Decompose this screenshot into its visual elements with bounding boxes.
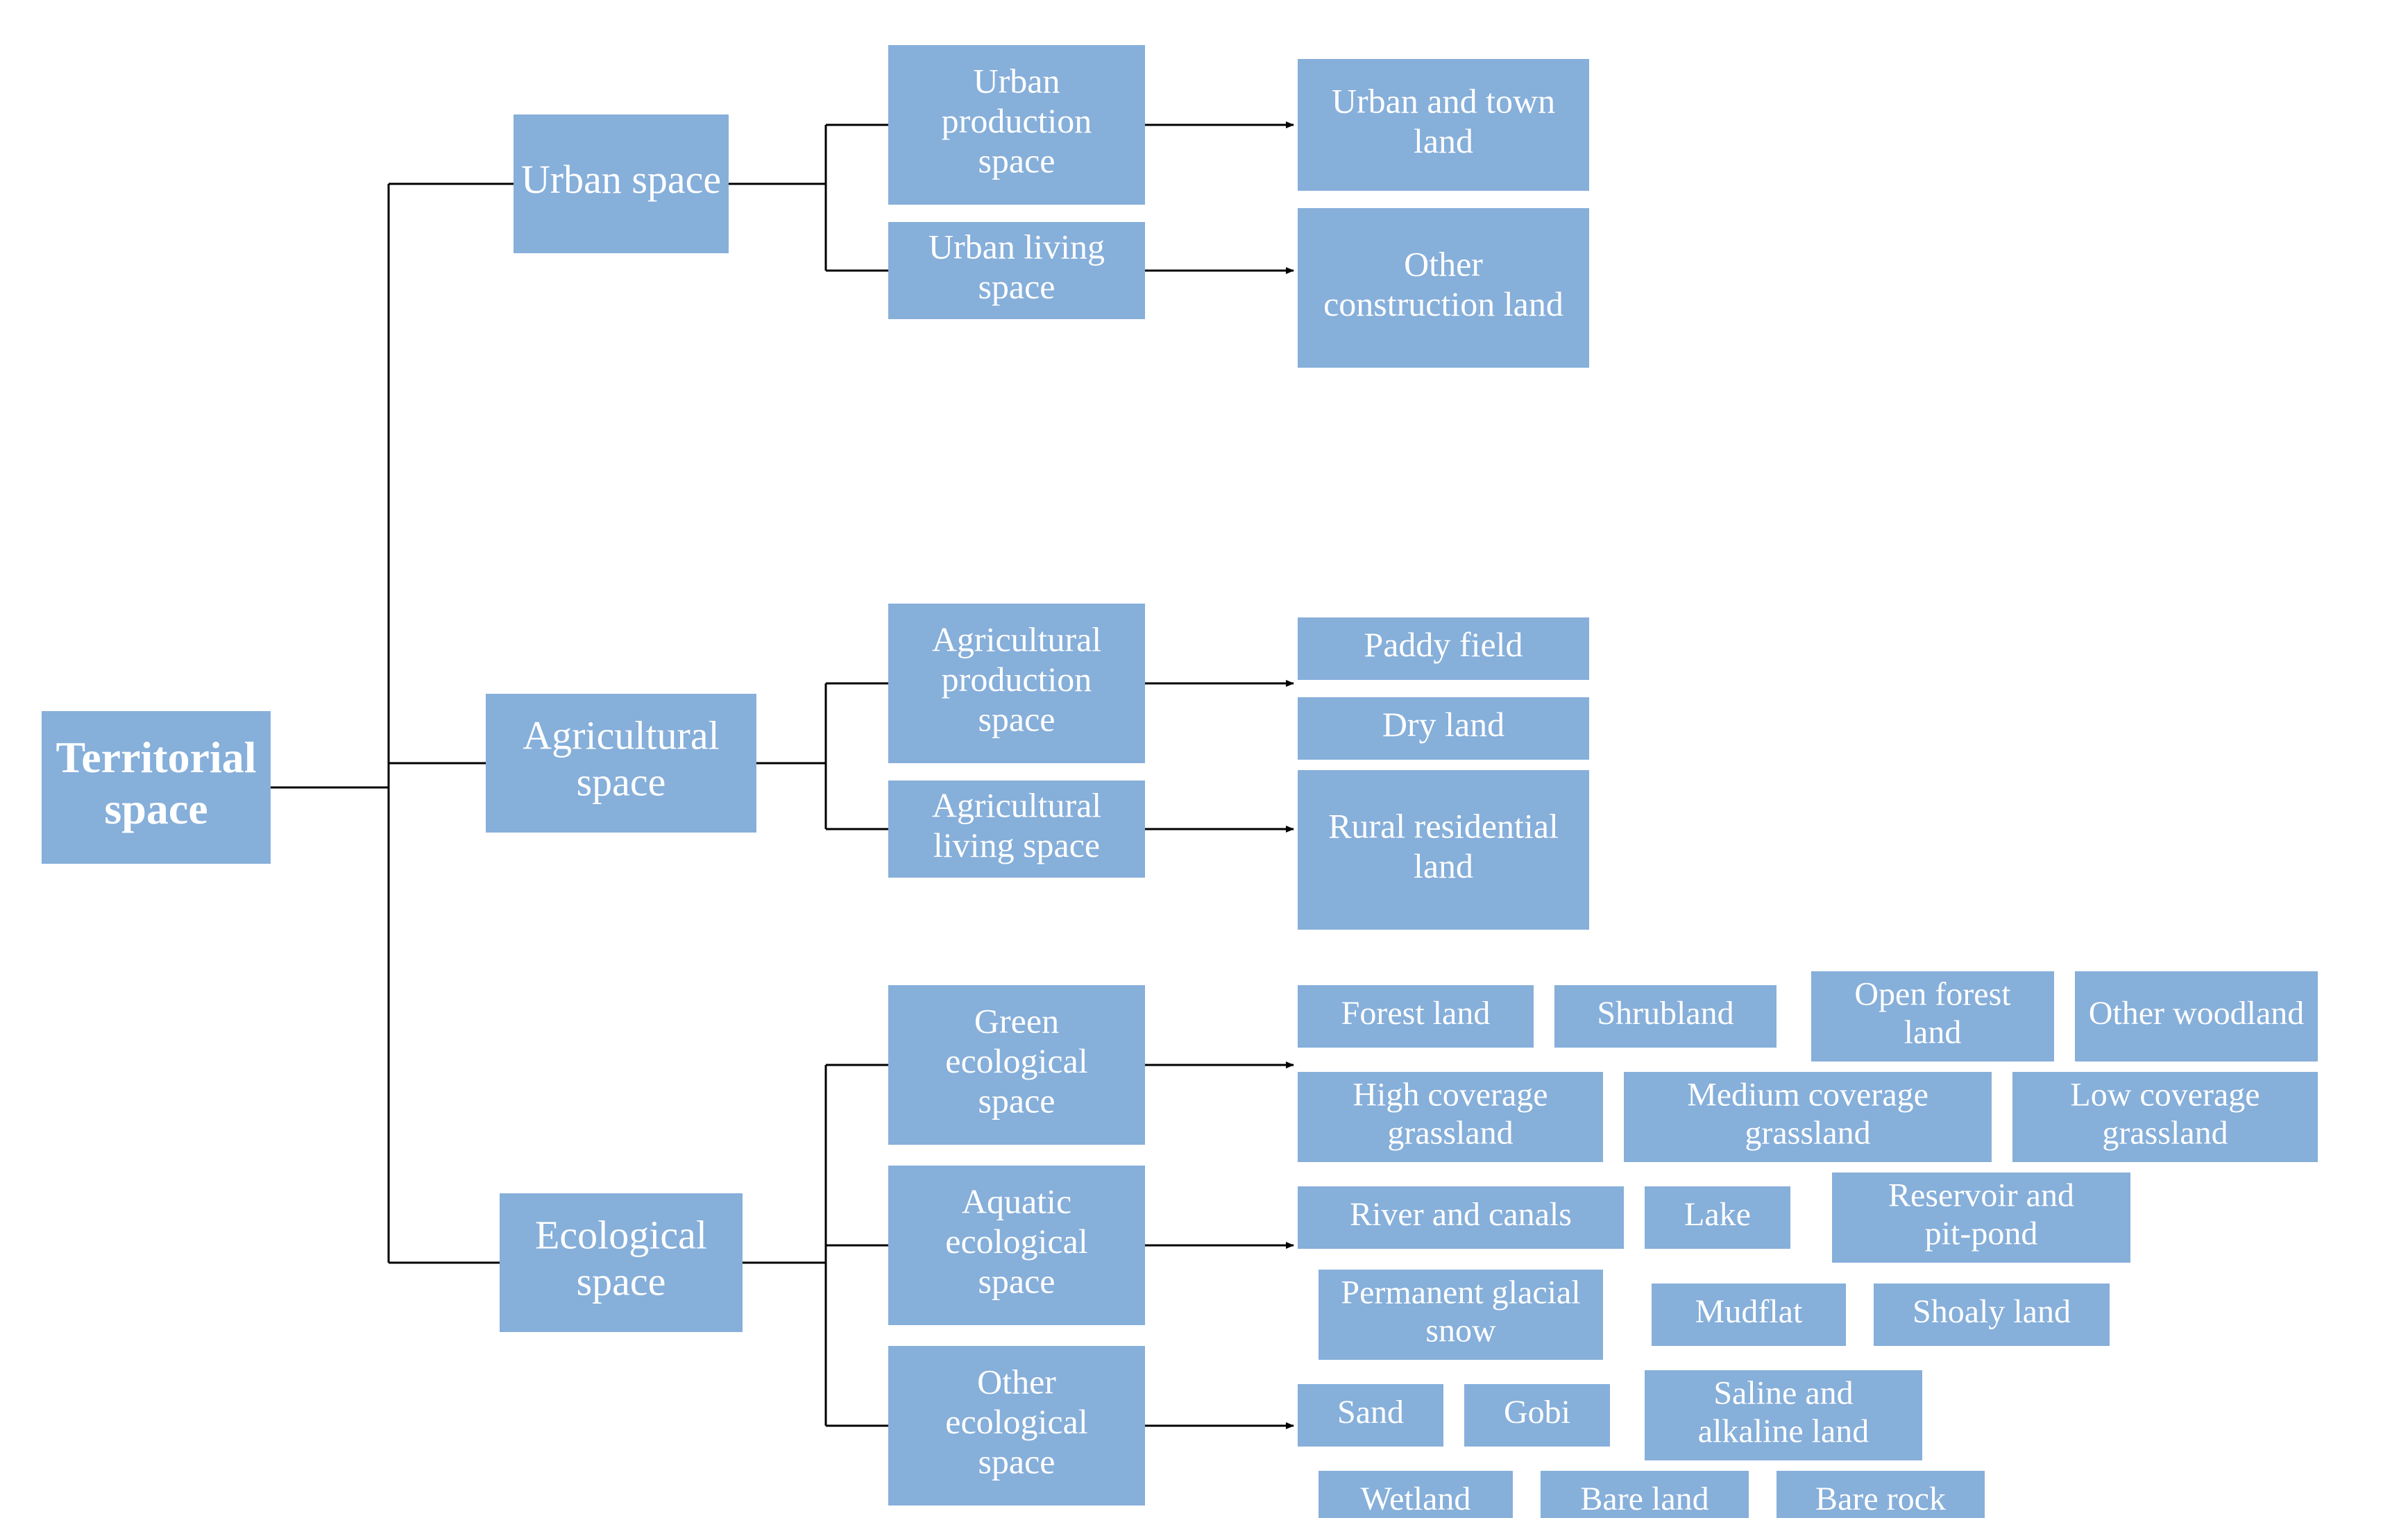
node-med_grass: Medium coveragegrassland [1624, 1072, 1992, 1162]
node-label: Mudflat [1695, 1293, 1803, 1330]
node-other_eco: Otherecologicalspace [888, 1346, 1145, 1506]
node-other_wood: Other woodland [2075, 971, 2318, 1061]
node-aquatic_eco: Aquaticecologicalspace [888, 1166, 1145, 1325]
node-label: Bare rock [1815, 1481, 1946, 1517]
node-urban_living: Urban livingspace [888, 222, 1145, 319]
node-other_const: Otherconstruction land [1298, 208, 1589, 368]
node-green_eco: Greenecologicalspace [888, 985, 1145, 1145]
node-label: Bare land [1580, 1481, 1709, 1517]
node-label: Dry land [1382, 705, 1504, 744]
node-ecological: Ecologicalspace [500, 1193, 743, 1332]
node-high_grass: High coveragegrassland [1298, 1072, 1603, 1162]
node-river: River and canals [1298, 1186, 1624, 1249]
node-wetland: Wetland [1319, 1471, 1513, 1518]
node-bareland: Bare land [1541, 1471, 1749, 1518]
node-forest: Forest land [1298, 985, 1534, 1048]
node-shoaly: Shoaly land [1874, 1284, 2110, 1346]
node-agr_prod: Agriculturalproductionspace [888, 604, 1145, 763]
node-saline: Saline andalkaline land [1645, 1370, 1922, 1460]
node-urban: Urban space [514, 114, 729, 253]
node-label: Shoaly land [1913, 1293, 2071, 1330]
node-urban_prod: Urbanproductionspace [888, 45, 1145, 205]
node-barerock: Bare rock [1777, 1471, 1985, 1518]
node-dry: Dry land [1298, 697, 1589, 760]
node-label: Wetland [1361, 1481, 1471, 1517]
node-label: Paddy field [1364, 625, 1523, 664]
node-perm_glacial: Permanent glacialsnow [1319, 1270, 1603, 1360]
node-shrub: Shrubland [1554, 985, 1777, 1048]
node-label: Urban space [521, 157, 721, 202]
node-lake: Lake [1645, 1186, 1790, 1249]
node-agr_living: Agriculturalliving space [888, 781, 1145, 878]
node-low_grass: Low coveragegrassland [2012, 1072, 2318, 1162]
node-urban_town: Urban and townland [1298, 59, 1589, 191]
node-label: Other woodland [2089, 995, 2305, 1032]
node-label: Sand [1337, 1394, 1404, 1431]
node-open_forest: Open forestland [1811, 971, 2054, 1061]
node-gobi: Gobi [1464, 1384, 1610, 1447]
node-label: Lake [1684, 1196, 1751, 1233]
node-label: Forest land [1341, 995, 1491, 1032]
node-label: Agriculturalliving space [932, 786, 1101, 865]
node-agricultural: Agriculturalspace [486, 694, 756, 833]
node-mudflat: Mudflat [1652, 1284, 1846, 1346]
diagram-container: Territorialspace Urban space Agriculturals… [0, 0, 2408, 1518]
node-sand: Sand [1298, 1384, 1443, 1447]
node-paddy: Paddy field [1298, 617, 1589, 680]
node-rural_res: Rural residentialland [1298, 770, 1589, 930]
node-root: Territorialspace [42, 711, 271, 864]
tree-diagram: Territorialspace Urban space Agriculturals… [0, 0, 2408, 1518]
node-label: River and canals [1350, 1196, 1572, 1233]
node-reservoir: Reservoir andpit-pond [1832, 1172, 2130, 1263]
node-label: Shrubland [1597, 995, 1733, 1032]
node-label: Gobi [1504, 1394, 1570, 1431]
